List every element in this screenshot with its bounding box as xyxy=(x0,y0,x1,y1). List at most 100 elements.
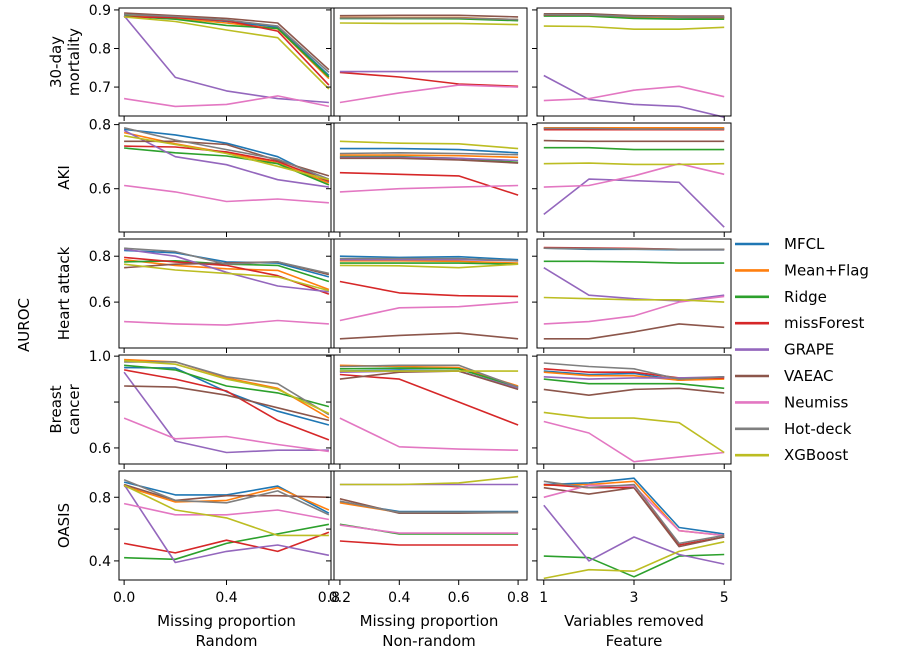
panel-breast-cancer-random: 0.6 1.0 xyxy=(89,349,335,469)
legend-item-hot-deck: Hot-deck xyxy=(735,420,852,438)
legend-item-neumiss: Neumiss xyxy=(735,393,849,411)
legend-label: GRAPE xyxy=(784,341,834,359)
panel-aki-random: 0.6 0.8 xyxy=(89,118,335,237)
panel-frame xyxy=(330,238,528,349)
y-tick-label: 0.4 xyxy=(89,554,111,570)
series-line-xgboost xyxy=(543,25,725,31)
panel-aki-feature xyxy=(532,122,732,237)
series-line-ridge xyxy=(543,260,725,264)
legend-label: VAEAC xyxy=(784,367,834,385)
series-line-missforest xyxy=(339,280,519,298)
panel-frame xyxy=(536,122,732,233)
x-tick-label: 0.8 xyxy=(318,590,340,606)
series-line-xgboost xyxy=(124,16,330,90)
panel-30-day-mortality-nonrandom xyxy=(326,7,528,121)
series-line-hot-deck xyxy=(339,500,519,514)
series-line-vaeac xyxy=(339,332,519,340)
series-line-neumiss xyxy=(339,84,519,104)
legend: MFCL Mean+Flag Ridge missForest GRAPE VAEAC Ne… xyxy=(735,235,869,464)
legend-item-vaeac: VAEAC xyxy=(735,367,834,385)
x-axis-label: Non-random xyxy=(382,632,476,650)
series-line-hot-deck xyxy=(543,362,725,380)
series-line-xgboost xyxy=(543,541,725,580)
panel-breast-cancer-nonrandom xyxy=(326,354,528,469)
series-line-grape xyxy=(543,267,725,302)
series-line-missforest xyxy=(339,71,519,88)
series-line-neumiss xyxy=(123,502,330,521)
row-y-label: 30-day xyxy=(47,36,65,88)
series-line-neumiss xyxy=(339,524,519,534)
panel-30-day-mortality-random: 0.7 0.8 0.9 xyxy=(89,3,335,121)
series-line-hot-deck xyxy=(124,361,330,416)
x-axis-label: Variables removed xyxy=(564,612,704,630)
legend-item-grape: GRAPE xyxy=(735,341,834,359)
series-line-missforest xyxy=(124,145,330,182)
series-line-neumiss xyxy=(339,184,519,193)
series-line-xgboost xyxy=(339,22,519,26)
series-line-hot-deck xyxy=(339,364,519,388)
series-line-neumiss xyxy=(543,420,725,463)
series-line-grape xyxy=(543,504,725,565)
series-line-ridge xyxy=(543,553,725,578)
series-line-mfcl xyxy=(339,147,519,154)
x-axis-labels: Missing proportion Random Missing proporti… xyxy=(157,612,704,650)
series-line-vaeac xyxy=(339,157,519,164)
series-line-mean-flag xyxy=(339,154,519,159)
series-line-neumiss xyxy=(543,484,725,537)
series-line-missforest xyxy=(124,16,330,86)
series-line-ridge xyxy=(543,378,725,390)
y-tick-label: 0.7 xyxy=(89,80,111,96)
series-line-hot-deck xyxy=(543,480,725,545)
series-line-xgboost xyxy=(543,296,725,303)
series-line-neumiss xyxy=(339,301,519,322)
panel-heart-attack-feature xyxy=(532,238,732,353)
legend-item-mean-flag: Mean+Flag xyxy=(735,261,869,279)
series-line-neumiss xyxy=(124,184,329,204)
panel-breast-cancer-feature xyxy=(532,354,732,469)
series-line-vaeac xyxy=(543,486,725,548)
x-tick-label: 0.2 xyxy=(329,590,351,606)
series-line-vaeac xyxy=(543,323,725,340)
series-line-xgboost xyxy=(124,359,330,415)
x-tick-label: 5 xyxy=(720,590,729,606)
legend-item-mfcl: MFCL xyxy=(735,235,825,253)
series-line-missforest xyxy=(543,483,725,546)
series-line-ridge xyxy=(543,15,725,21)
series-line-grape xyxy=(543,178,725,228)
x-tick-label: 3 xyxy=(630,590,639,606)
panel-frame xyxy=(330,354,528,465)
series-line-mfcl xyxy=(124,249,330,278)
series-line-neumiss xyxy=(543,85,725,102)
series-line-mfcl xyxy=(543,477,725,535)
series-line-neumiss xyxy=(123,95,330,108)
series-line-xgboost xyxy=(123,484,329,537)
series-line-grape xyxy=(543,74,725,118)
legend-label: XGBoost xyxy=(784,446,848,464)
series-line-hot-deck xyxy=(124,13,330,73)
series-line-mean-flag xyxy=(339,259,519,264)
series-line-missforest xyxy=(339,373,519,426)
x-axis-label: Feature xyxy=(606,632,663,650)
series-line-neumiss xyxy=(543,162,725,188)
series-line-vaeac xyxy=(124,385,330,422)
y-tick-label: 0.8 xyxy=(89,42,111,58)
series-line-xgboost xyxy=(123,135,330,181)
panel-oasis-nonrandom: 0.2 0.4 0.6 0.8 xyxy=(326,470,529,606)
panel-heart-attack-random: 0.6 0.8 xyxy=(89,238,335,353)
panel-grid: 0.70.80.90.60.80.60.80.61.00.40.80.0 0.4 0… xyxy=(89,3,732,606)
x-tick-label: 0.4 xyxy=(215,590,237,606)
series-line-missforest xyxy=(339,540,519,546)
row-y-label: mortality xyxy=(65,28,83,96)
x-axis-label: Missing proportion xyxy=(360,612,499,630)
series-line-ridge xyxy=(543,146,725,151)
legend-label: Neumiss xyxy=(784,393,849,411)
series-line-hot-deck xyxy=(123,127,330,180)
series-line-hot-deck xyxy=(123,479,330,516)
series-line-xgboost xyxy=(339,475,519,486)
series-line-vaeac xyxy=(339,14,519,18)
series-line-mean-flag xyxy=(124,258,330,291)
series-line-grape xyxy=(123,371,329,454)
x-axis-label: Random xyxy=(195,632,257,650)
series-line-xgboost xyxy=(339,263,519,269)
series-line-grape xyxy=(123,484,330,564)
